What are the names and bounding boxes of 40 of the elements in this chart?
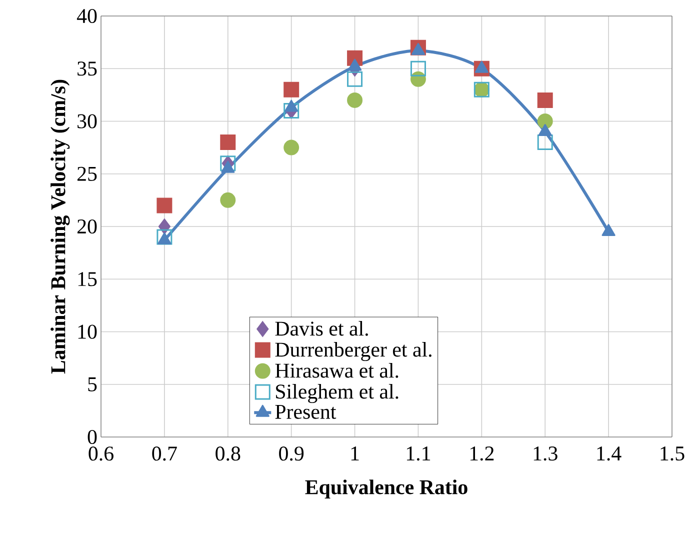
- y-tick-label: 40: [76, 8, 97, 24]
- y-tick-label: 5: [88, 377, 97, 392]
- y-tick-label: 25: [77, 166, 97, 181]
- point: [220, 192, 236, 208]
- x-tick-label: 0.6: [88, 446, 114, 461]
- legend-label: Durrenberger et al.: [275, 342, 432, 362]
- y-tick-label: 30: [78, 114, 97, 128]
- point: [347, 92, 363, 108]
- point: [220, 134, 236, 150]
- y-tick-label: 10: [78, 324, 97, 339]
- point: [537, 92, 553, 108]
- x-tick-label: 1.5: [660, 446, 684, 461]
- y-tick-label: 35: [78, 62, 97, 76]
- point: [537, 134, 553, 150]
- y-tick-label: 15: [78, 272, 97, 286]
- point: [537, 113, 553, 129]
- point: [156, 229, 172, 245]
- x-tick-label: 1.2: [470, 446, 494, 461]
- point: [410, 60, 426, 76]
- x-tick-label: 0.8: [216, 446, 240, 461]
- y-tick-label: 20: [77, 219, 97, 234]
- legend-label: Sileghem et al.: [276, 384, 398, 404]
- y-axis-title: Laminar Burning Velocity (cm/s): [50, 80, 70, 374]
- point: [538, 124, 552, 136]
- point: [156, 198, 172, 214]
- point: [284, 82, 300, 98]
- x-tick-label: 1.1: [406, 446, 430, 461]
- legend-label: Present: [275, 404, 336, 419]
- x-tick-label: 1.4: [597, 446, 622, 461]
- legend-label: Davis et al.: [275, 321, 368, 336]
- x-tick-label: 0.9: [279, 446, 304, 461]
- point: [602, 224, 616, 236]
- legend-label: Hirasawa et al.: [275, 363, 398, 378]
- x-axis-title: Equivalence Ratio: [305, 480, 468, 499]
- point: [284, 140, 300, 156]
- x-tick-label: 1.3: [534, 446, 558, 461]
- y-tick-label: 0: [88, 430, 97, 444]
- x-tick-label: 1: [351, 446, 359, 460]
- point: [347, 71, 363, 87]
- x-tick-label: 0.7: [152, 446, 177, 461]
